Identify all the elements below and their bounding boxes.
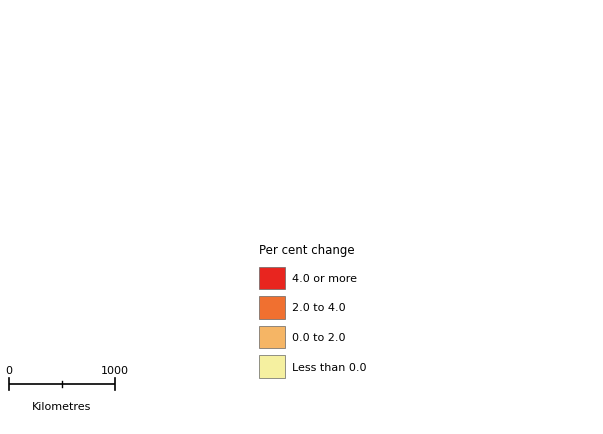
Text: 2.0 to 4.0: 2.0 to 4.0 [292, 303, 346, 312]
Text: 1000: 1000 [101, 365, 128, 375]
Text: 4.0 or more: 4.0 or more [292, 273, 357, 283]
Text: 0: 0 [5, 365, 13, 375]
Bar [259, 326, 285, 349]
Text: Kilometres: Kilometres [32, 401, 92, 411]
Bar [259, 355, 285, 378]
Text: Per cent change: Per cent change [259, 243, 355, 256]
Bar [259, 296, 285, 319]
Text: 0.0 to 2.0: 0.0 to 2.0 [292, 332, 346, 342]
Bar [259, 267, 285, 289]
Text: Less than 0.0: Less than 0.0 [292, 362, 367, 372]
